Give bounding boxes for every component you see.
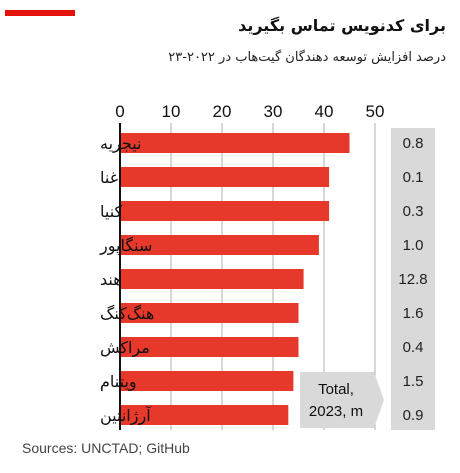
x-tick-label: 0	[115, 102, 124, 121]
bar	[120, 371, 294, 391]
source-note: Sources: UNCTAD; GitHub	[22, 440, 190, 456]
x-tick-label: 20	[213, 102, 232, 121]
chart-title: برای کدنویس تماس بگیرید	[238, 16, 446, 35]
category-labels: نیجریه غنا کنیا سنگاپور هند هنگ‌کنگ مراکش ویتنا…	[99, 134, 154, 426]
total-value: 12.8	[398, 271, 427, 288]
total-callout: Total, 2023, m	[300, 372, 384, 428]
bar	[120, 235, 319, 255]
x-tick-label: 10	[162, 102, 181, 121]
bar	[120, 269, 304, 289]
bar	[120, 167, 330, 187]
total-callout-unit: 2023, m	[309, 403, 363, 420]
total-value: 0.1	[403, 169, 424, 186]
total-value: 1.6	[403, 305, 424, 322]
bar	[120, 133, 350, 153]
category-label: غنا	[100, 168, 118, 187]
total-column: 0.8 0.1 0.3 1.0 12.8 1.6 0.4 1.5 0.9	[391, 128, 435, 430]
x-tick-label: 30	[264, 102, 283, 121]
chart-subtitle: درصد افزایش توسعه دهندگان گیت‌هاب در ۲۰۲…	[168, 50, 446, 65]
bars	[119, 123, 350, 430]
category-label: مراکش	[100, 338, 150, 358]
bar	[120, 303, 299, 323]
category-label: آرژانتین	[100, 406, 152, 426]
category-label: هنگ‌کنگ	[100, 304, 154, 323]
brand-flag	[5, 10, 75, 16]
bar	[120, 405, 289, 425]
category-label: ویتنام	[100, 372, 137, 392]
total-value: 0.3	[403, 203, 424, 220]
total-callout-box	[300, 372, 384, 428]
x-axis-ticks: 0 10 20 30 40 50	[115, 102, 384, 121]
total-value: 0.9	[403, 407, 424, 424]
total-callout-label: Total,	[318, 381, 354, 398]
category-label: نیجریه	[100, 134, 141, 154]
category-label: کنیا	[100, 202, 123, 221]
total-value: 0.4	[403, 339, 424, 356]
total-value: 1.5	[403, 373, 424, 390]
total-value: 1.0	[403, 237, 424, 254]
category-label: سنگاپور	[99, 236, 152, 256]
x-tick-label: 50	[366, 102, 385, 121]
category-label: هند	[100, 270, 122, 289]
bar	[120, 201, 330, 221]
bar	[120, 337, 299, 357]
total-column-background	[391, 128, 435, 430]
x-tick-label: 40	[315, 102, 334, 121]
total-value: 0.8	[403, 135, 424, 152]
